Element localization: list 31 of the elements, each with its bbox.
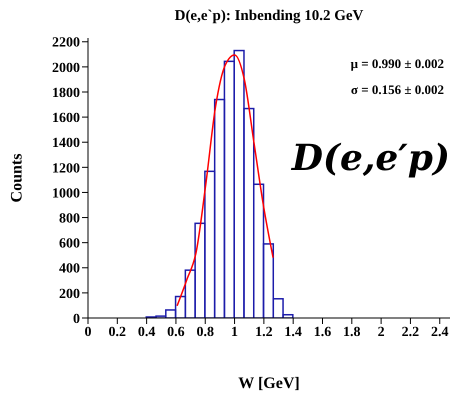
y-axis-title: Counts — [8, 154, 26, 202]
y-tick-label: 0 — [73, 312, 80, 327]
y-tick-label: 1200 — [52, 161, 80, 176]
y-tick-label: 2200 — [52, 36, 80, 51]
x-tick-label: 1.8 — [343, 324, 361, 340]
y-tick-label: 1600 — [52, 111, 80, 126]
x-tick-label: 1.4 — [284, 324, 302, 340]
x-tick-label: 0.2 — [108, 324, 126, 340]
x-tick-label: 2.4 — [430, 324, 448, 340]
y-tick-label: 1800 — [52, 86, 80, 101]
y-tick-label: 600 — [59, 236, 80, 252]
y-tick-label: 1400 — [52, 136, 80, 152]
annotation: σ = 0.156 ± 0.002 — [350, 82, 444, 97]
y-tick-label: 200 — [59, 286, 80, 302]
y-tick-label: 2000 — [52, 60, 80, 76]
annotation: μ = 0.990 ± 0.002 — [350, 56, 444, 71]
y-tick-label: 400 — [59, 262, 80, 277]
x-tick-label: 0.8 — [196, 324, 214, 340]
chart-title: D(e,e`p): Inbending 10.2 GeV — [174, 8, 364, 25]
y-tick-label: 800 — [59, 212, 80, 227]
x-tick-label: 1.6 — [314, 324, 332, 340]
x-tick-label: 0.4 — [138, 324, 156, 340]
y-tick-label: 1000 — [52, 186, 80, 202]
x-tick-label: 2.2 — [402, 324, 420, 340]
annotation: D(e,e′p) — [290, 137, 450, 179]
x-tick-label: 1.2 — [255, 324, 273, 340]
x-tick-label: 1 — [231, 324, 238, 340]
x-tick-label: 2 — [378, 324, 385, 340]
x-tick-label: 0 — [84, 324, 92, 340]
x-axis-title: W [GeV] — [238, 375, 300, 392]
x-tick-label: 0.6 — [167, 324, 185, 340]
